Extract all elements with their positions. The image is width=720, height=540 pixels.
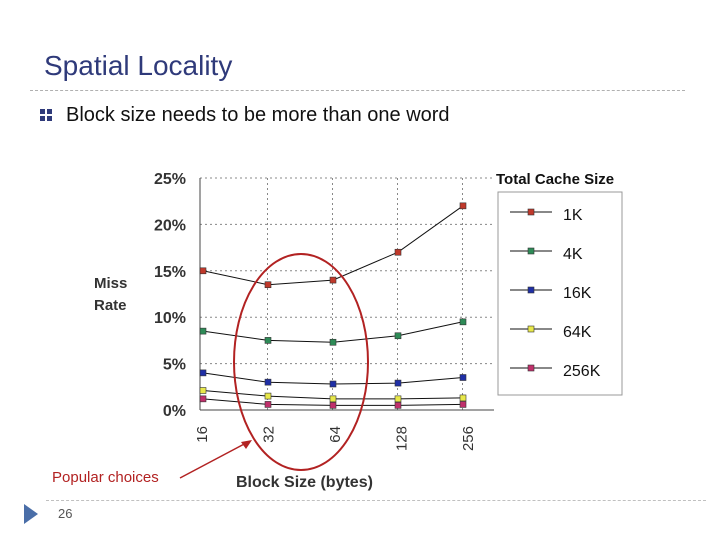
legend-swatch-256k xyxy=(527,364,535,372)
x-tick-label: 32 xyxy=(261,426,278,443)
data-point-256k xyxy=(329,402,337,409)
data-point-64k xyxy=(199,387,207,394)
slide-title: Spatial Locality xyxy=(44,50,233,81)
data-point-1k xyxy=(329,276,337,284)
x-tick-label: 256 xyxy=(460,426,477,451)
data-point-4k xyxy=(459,318,467,326)
x-tick-labels: 16 32 64 128 256 xyxy=(194,426,477,451)
data-point-16k xyxy=(199,369,207,377)
data-point-1k xyxy=(199,267,207,275)
legend-label-4k: 4K xyxy=(563,246,583,263)
y-tick-label: 15% xyxy=(154,264,186,281)
y-tick-label: 25% xyxy=(154,171,186,188)
legend-swatch-1k xyxy=(527,208,535,216)
y-tick-label: 5% xyxy=(163,357,186,374)
series-line-1k xyxy=(202,205,464,286)
y-tick-label: 20% xyxy=(154,217,186,234)
data-point-64k xyxy=(264,392,272,400)
data-point-4k xyxy=(329,338,337,346)
highlight-ellipse xyxy=(233,253,369,471)
legend-entries: 1K 4K 16K 64K 256K xyxy=(510,207,601,380)
x-tick-label: 16 xyxy=(194,426,211,443)
x-tick-label: 64 xyxy=(327,426,344,443)
data-point-4k xyxy=(264,337,272,344)
callout-arrow-head xyxy=(241,440,252,449)
legend-swatch-4k xyxy=(527,247,535,255)
series-lines xyxy=(199,202,467,409)
data-point-4k xyxy=(199,327,207,335)
bullet-text: Block size needs to be more than one wor… xyxy=(66,104,450,126)
bullet-icon xyxy=(40,109,52,121)
data-point-256k xyxy=(264,401,272,408)
y-axis-label-line1: Miss xyxy=(94,275,127,292)
footer-divider xyxy=(46,500,706,501)
data-point-256k xyxy=(459,401,467,408)
data-point-16k xyxy=(264,378,272,386)
legend-swatch-64k xyxy=(527,325,535,333)
x-tick-label: 128 xyxy=(394,426,411,451)
data-point-256k xyxy=(199,395,207,403)
y-tick-label: 0% xyxy=(163,403,186,420)
legend-swatch-16k xyxy=(527,286,535,294)
grid-lines xyxy=(200,177,494,410)
legend-label-64k: 64K xyxy=(563,324,592,341)
data-point-1k xyxy=(394,248,402,256)
legend-label-256k: 256K xyxy=(563,363,601,380)
legend-label-1k: 1K xyxy=(563,207,583,224)
data-point-64k xyxy=(459,394,467,402)
legend-label-16k: 16K xyxy=(563,285,592,302)
y-tick-label: 10% xyxy=(154,310,186,327)
title-divider xyxy=(30,90,685,91)
legend-box xyxy=(497,191,623,396)
callout-arrow-line xyxy=(179,441,249,479)
data-point-1k xyxy=(264,281,272,289)
data-point-64k xyxy=(394,395,402,403)
data-point-16k xyxy=(329,380,337,388)
data-point-16k xyxy=(459,374,467,381)
page-marker-icon xyxy=(24,504,38,524)
data-point-4k xyxy=(394,332,402,340)
page-number: 26 xyxy=(58,506,73,521)
y-axis-label-line2: Rate xyxy=(94,297,127,314)
y-tick-labels: 0% 5% 10% 15% 20% 25% xyxy=(154,171,186,420)
data-point-64k xyxy=(329,395,337,403)
data-point-256k xyxy=(394,402,402,409)
x-axis-label: Block Size (bytes) xyxy=(236,474,373,491)
data-point-1k xyxy=(459,202,467,210)
callout-text: Popular choices xyxy=(52,469,159,486)
data-point-16k xyxy=(394,379,402,387)
legend-title: Total Cache Size xyxy=(496,171,614,188)
